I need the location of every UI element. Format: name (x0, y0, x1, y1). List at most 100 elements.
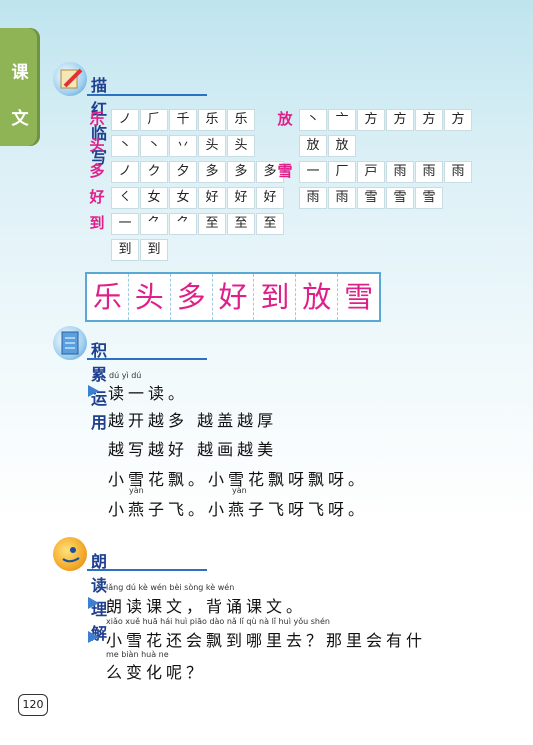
lead-character (84, 239, 110, 259)
stroke-cell: 好 (198, 187, 226, 209)
stroke-cell: 丶 (140, 135, 168, 157)
lead-character: 到 (89, 214, 105, 232)
pinyin-read: dú yì dú (109, 371, 142, 380)
stroke-cell: 多 (256, 161, 284, 183)
stroke-cell: ⺈ (169, 213, 197, 235)
character-banner: 乐头多好到放雪 (85, 272, 381, 322)
pencil-icon (53, 62, 87, 96)
stroke-cell: 雪 (415, 187, 443, 209)
stroke-cell: 好 (256, 187, 284, 209)
pinyin-line-2: xiǎo xuě huā hái huì piāo dào nǎ lǐ qù n… (106, 617, 330, 626)
lead-character: 好 (89, 188, 105, 206)
stroke-cell: 一 (111, 213, 139, 235)
stroke-cell: 头 (227, 135, 255, 157)
bullet-arrow-icon (88, 631, 99, 643)
stroke-cell: ノ (111, 109, 139, 131)
stroke-cell: 雨 (328, 187, 356, 209)
pinyin-line-1: lǎng dú kè wén bèi sòng kè wén (106, 583, 235, 592)
lead-character: 乐 (89, 110, 105, 128)
pinyin-yan-2: yàn (232, 486, 247, 495)
stroke-cell: ノ (111, 161, 139, 183)
side-tab-char-1: 课 (11, 63, 29, 83)
stroke-cell: 女 (140, 187, 168, 209)
bullet-arrow-icon (88, 597, 99, 609)
stroke-cell: 乐 (198, 109, 226, 131)
stroke-cell: 雨 (415, 161, 443, 183)
section2-underline (87, 358, 207, 360)
lead-character (272, 135, 298, 155)
banner-character: 头 (129, 274, 171, 320)
section1-underline (87, 94, 207, 96)
trace-row: 多ノク夕多多多 (84, 161, 285, 183)
lead-character (272, 187, 298, 207)
stroke-cell: 夕 (169, 161, 197, 183)
stroke-cell: 丶 (299, 109, 327, 131)
stroke-cell: 方 (386, 109, 414, 131)
stroke-cell: 厂 (328, 161, 356, 183)
lead-character: 雪 (277, 162, 293, 180)
stroke-cell: 亠 (328, 109, 356, 131)
stroke-cell: 放 (299, 135, 327, 157)
stroke-cell: 雪 (386, 187, 414, 209)
trace-row: 放放 (272, 135, 357, 157)
stroke-cell: 方 (444, 109, 472, 131)
stroke-cell: 好 (227, 187, 255, 209)
stroke-cell: 千 (169, 109, 197, 131)
speaking-face-icon (53, 537, 87, 571)
lead-character: 放 (277, 110, 293, 128)
section1-title: 描红临写 (91, 76, 108, 167)
banner-character: 放 (296, 274, 339, 320)
lead-character: 头 (89, 136, 105, 154)
banner-character: 多 (171, 274, 213, 320)
stroke-cell: 乐 (227, 109, 255, 131)
banner-character: 到 (254, 274, 297, 320)
section3-title: 朗读理解 (91, 552, 108, 643)
trace-row: 到一⺈⺈至至至 (84, 213, 285, 235)
instruction-read: 读一读。 (108, 384, 189, 403)
stroke-cell: ⺁ (140, 109, 168, 131)
page-number: 120 (18, 694, 48, 716)
stroke-cell: 头 (198, 135, 226, 157)
stroke-cell: 女 (169, 187, 197, 209)
stroke-cell: 至 (198, 213, 226, 235)
notebook-icon (53, 326, 87, 360)
stroke-cell: ⺈ (140, 213, 168, 235)
lead-character: 多 (89, 162, 105, 180)
stroke-cell: 多 (227, 161, 255, 183)
stroke-cell: 多 (198, 161, 226, 183)
trace-row: 雨雨雪雪雪 (272, 187, 444, 209)
stroke-cell: ク (140, 161, 168, 183)
phrase-line-1: 越开越多 越盖越厚 (108, 411, 278, 430)
stroke-cell: 到 (111, 239, 139, 261)
stroke-cell: 雨 (299, 187, 327, 209)
trace-row: 头丶丶丷头头 (84, 135, 256, 157)
section3-underline (87, 569, 207, 571)
phrase-line-2: 越写越好 越画越美 (108, 440, 278, 459)
trace-row: 到到 (84, 239, 169, 261)
stroke-cell: 至 (227, 213, 255, 235)
stroke-cell: 方 (357, 109, 385, 131)
stroke-cell: 雨 (386, 161, 414, 183)
stroke-cell: 至 (256, 213, 284, 235)
stroke-cell: 放 (328, 135, 356, 157)
trace-row: 雪一厂戸雨雨雨 (272, 161, 473, 183)
stroke-cell: ㇛ (111, 187, 139, 209)
stroke-cell: 丷 (169, 135, 197, 157)
banner-character: 好 (213, 274, 255, 320)
lesson-side-tab: 课 文 (0, 28, 40, 146)
stroke-cell: 丶 (111, 135, 139, 157)
sentence-line-1: 小雪花飘。小雪花飘呀飘呀。 (108, 470, 369, 489)
stroke-cell: 雪 (357, 187, 385, 209)
side-tab-char-2: 文 (11, 109, 29, 129)
stroke-cell: 戸 (357, 161, 385, 183)
stroke-cell: 雨 (444, 161, 472, 183)
pinyin-yan-1: yàn (129, 486, 144, 495)
bullet-arrow-icon (88, 385, 99, 397)
pinyin-line-3: me biàn huà ne (106, 650, 169, 659)
stroke-cell: 方 (415, 109, 443, 131)
trace-row: 好㇛女女好好好 (84, 187, 285, 209)
instruction-recite: 朗读课文，背诵课文。 (106, 597, 307, 616)
trace-row: 乐ノ⺁千乐乐 (84, 109, 256, 131)
question-line-1: 小雪花还会飘到哪里去？那里会有什 (106, 631, 427, 650)
question-line-2: 么变化呢？ (106, 663, 207, 682)
